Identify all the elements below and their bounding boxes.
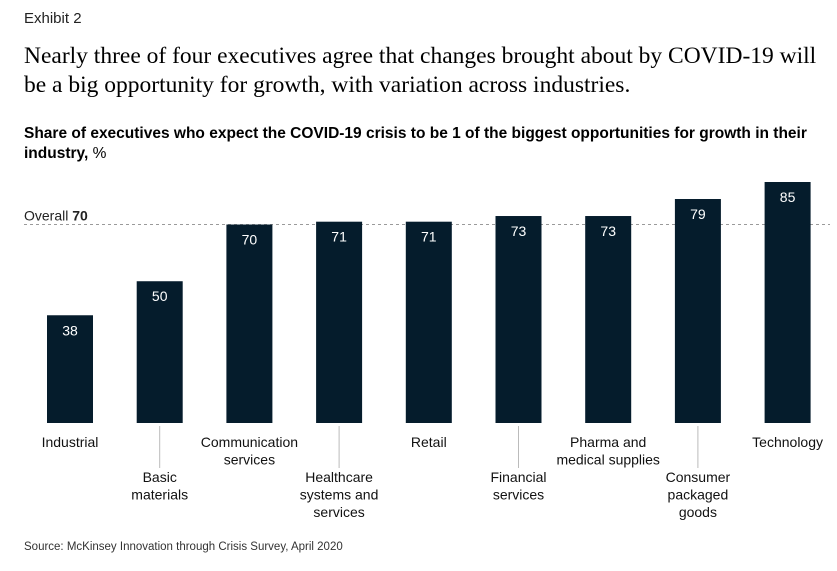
- bar: [316, 221, 363, 423]
- category-label: Retail: [411, 434, 447, 450]
- category-label: Healthcare systems and services: [300, 469, 379, 520]
- bar: [226, 224, 273, 423]
- overall-value: 70: [72, 208, 88, 224]
- category-label-line: services: [224, 452, 275, 468]
- bar-value-label: 73: [600, 223, 616, 239]
- exhibit-label: Exhibit 2: [24, 10, 82, 27]
- source-note: Source: McKinsey Innovation through Cris…: [24, 541, 343, 553]
- bar-value-label: 71: [331, 229, 347, 245]
- category-label-line: medical supplies: [556, 452, 660, 468]
- category-label-line: Retail: [411, 434, 447, 450]
- bar: [136, 281, 183, 423]
- category-label-line: Technology: [752, 434, 823, 450]
- category-label-line: packaged: [668, 487, 729, 503]
- bar-value-label: 85: [780, 189, 796, 205]
- category-label: Communication services: [201, 434, 298, 468]
- category-label-line: services: [493, 487, 544, 503]
- category-label-line: Basic: [143, 469, 177, 485]
- bar: [495, 216, 542, 423]
- category-label-line: materials: [131, 487, 188, 503]
- bar-value-label: 38: [62, 322, 78, 338]
- headline: Nearly three of four executives agree th…: [24, 43, 817, 98]
- category-label: Technology: [752, 434, 823, 450]
- bar-value-label: 71: [421, 229, 437, 245]
- bar-value-label: 73: [511, 223, 527, 239]
- bar: [764, 182, 811, 423]
- bar-value-label: 70: [242, 232, 258, 248]
- category-label: Consumer packaged goods: [666, 469, 731, 520]
- chart-subtitle-unit: %: [92, 145, 107, 162]
- category-label-line: Financial: [490, 469, 546, 485]
- chart-subtitle: Share of executives who expect the COVID…: [24, 124, 824, 164]
- bar-value-label: 79: [690, 206, 706, 222]
- category-label-line: goods: [679, 504, 717, 520]
- category-label: Basic materials: [131, 469, 188, 503]
- category-label-line: Consumer: [666, 469, 731, 485]
- chart-subtitle-text: Share of executives who expect the COVID…: [24, 125, 807, 162]
- bar: [405, 221, 452, 423]
- overall-reference-label: Overall 70: [24, 208, 88, 224]
- overall-label-text: Overall: [24, 208, 72, 224]
- category-label-line: systems and: [300, 487, 379, 503]
- bar-value-label: 50: [152, 288, 168, 304]
- category-label-line: Healthcare: [305, 469, 373, 485]
- category-label: Industrial: [42, 434, 99, 450]
- category-label-line: Communication: [201, 434, 298, 450]
- category-label: Financial services: [490, 469, 546, 503]
- bar: [47, 315, 93, 423]
- bar: [674, 199, 721, 423]
- category-label-line: Industrial: [42, 434, 99, 450]
- category-label: Pharma and medical supplies: [556, 434, 660, 468]
- category-label-line: Pharma and: [570, 434, 646, 450]
- category-label-line: services: [313, 504, 364, 520]
- bar: [585, 216, 632, 423]
